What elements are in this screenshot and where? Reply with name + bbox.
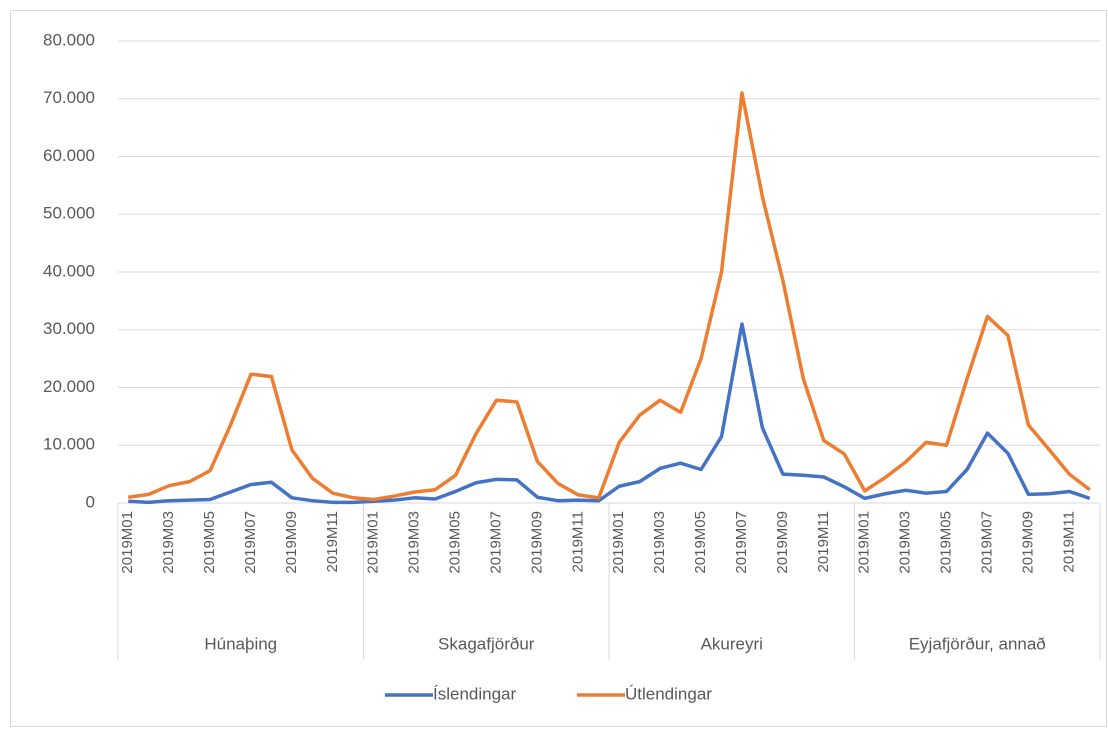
x-tick-label: 2019M11 <box>815 511 832 572</box>
x-tick-label: 2019M01 <box>610 511 627 574</box>
x-tick-label: 2019M09 <box>528 511 545 574</box>
y-tick-label: 70.000 <box>43 88 95 107</box>
x-tick-label: 2019M07 <box>242 511 259 574</box>
series-line <box>127 91 1091 502</box>
x-tick-label: 2019M09 <box>774 511 791 574</box>
x-tick-label: 2019M03 <box>160 511 177 574</box>
x-tick-label: 2019M07 <box>978 511 995 574</box>
x-tick-label: 2019M05 <box>201 511 218 574</box>
x-tick-label: 2019M03 <box>651 511 668 574</box>
series-line <box>128 322 1091 505</box>
y-tick-label: 50.000 <box>43 204 95 223</box>
x-tick-label: 2019M07 <box>487 511 504 574</box>
y-tick-label: 80.000 <box>43 30 95 49</box>
x-tick-label: 2019M01 <box>856 511 873 574</box>
y-tick-label: 60.000 <box>43 146 95 165</box>
legend-label: Útlendingar <box>625 684 712 703</box>
x-tick-label: 2019M05 <box>938 511 955 574</box>
chart-border <box>10 10 1107 727</box>
x-tick-label: 2019M11 <box>1060 511 1077 572</box>
x-tick-label: 2019M05 <box>447 511 464 574</box>
y-tick-label: 30.000 <box>43 319 95 338</box>
x-tick-label: 2019M05 <box>692 511 709 574</box>
legend-label: Íslendingar <box>433 684 517 703</box>
group-label: Akureyri <box>701 634 763 653</box>
y-tick-label: 40.000 <box>43 261 95 280</box>
group-label: Eyjafjörður, annað <box>909 634 1046 653</box>
x-tick-label: 2019M01 <box>365 511 382 574</box>
x-tick-label: 2019M09 <box>1019 511 1036 574</box>
x-tick-label: 2019M01 <box>119 511 136 574</box>
x-tick-label: 2019M09 <box>283 511 300 574</box>
x-tick-label: 2019M03 <box>897 511 914 574</box>
x-tick-label: 2019M11 <box>569 511 586 572</box>
x-tick-label: 2019M07 <box>733 511 750 574</box>
group-label: Húnaþing <box>204 634 277 653</box>
group-label: Skagafjörður <box>438 634 535 653</box>
y-tick-label: 20.000 <box>43 377 95 396</box>
y-tick-label: 0 <box>86 492 95 511</box>
x-tick-label: 2019M11 <box>324 511 341 572</box>
y-tick-label: 10.000 <box>43 435 95 454</box>
x-tick-label: 2019M03 <box>406 511 423 574</box>
